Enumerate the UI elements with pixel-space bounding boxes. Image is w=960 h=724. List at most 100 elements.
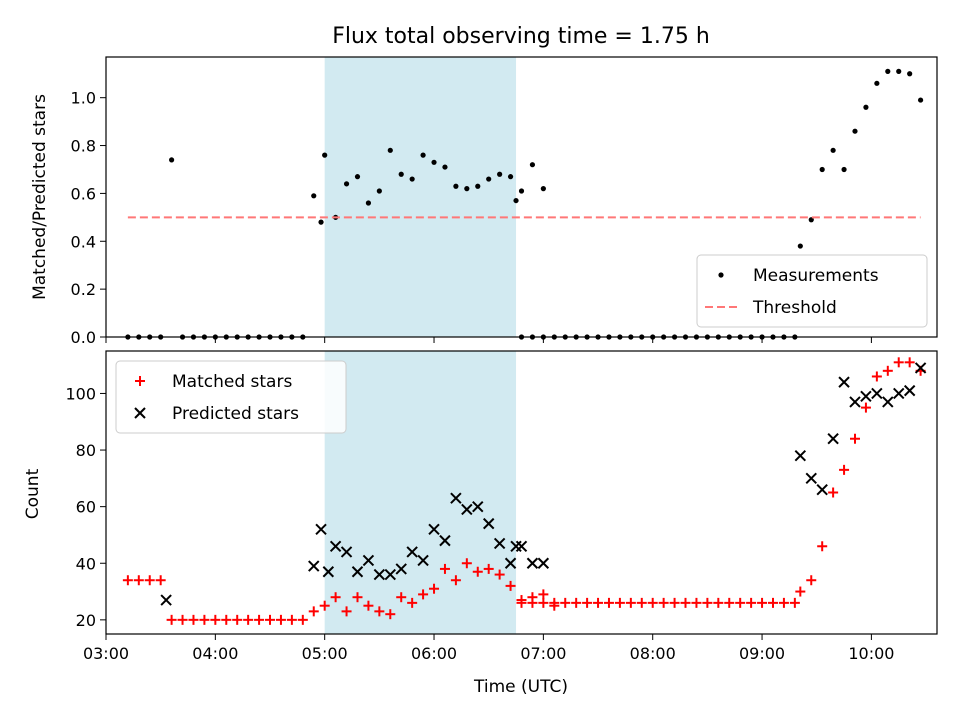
matched-stars-point xyxy=(680,597,691,608)
matched-stars-point xyxy=(538,597,549,608)
matched-stars-point xyxy=(571,597,582,608)
y-tick-label: 1.0 xyxy=(71,89,96,108)
predicted-stars-point xyxy=(308,560,320,572)
y-tick-label: 0.4 xyxy=(71,232,96,251)
measurements-point xyxy=(841,166,847,173)
matched-stars-point xyxy=(330,592,341,603)
matched-stars-point xyxy=(472,566,483,577)
x-tick-label: 06:00 xyxy=(411,644,457,663)
measurements-point xyxy=(398,171,404,177)
predicted-stars-point xyxy=(493,537,506,550)
legend-box xyxy=(696,254,928,328)
plot-frame xyxy=(105,56,938,338)
predicted-stars-point xyxy=(871,387,883,400)
matched-stars-point xyxy=(871,371,882,382)
matched-stars-point xyxy=(232,614,243,625)
matched-stars-point xyxy=(374,606,385,617)
measurements-point xyxy=(311,193,317,199)
measurements-point xyxy=(513,197,519,204)
predicted-stars-point xyxy=(322,566,335,578)
predicted-stars-point xyxy=(526,557,539,569)
predicted-stars-point xyxy=(450,492,462,504)
matched-stars-point xyxy=(893,357,904,368)
matched-stars-point xyxy=(133,575,144,586)
matched-stars-point xyxy=(789,597,800,608)
predicted-stars-point xyxy=(373,568,386,581)
measurements-point xyxy=(885,68,891,74)
measurements-point xyxy=(797,243,803,249)
measurements-point xyxy=(852,128,858,134)
matched-stars-point xyxy=(614,597,625,608)
predicted-stars-point xyxy=(860,390,872,402)
matched-stars-point xyxy=(658,597,669,608)
legends: Measurements Threshold Matched stars Predic… xyxy=(115,254,928,434)
matched-stars-point xyxy=(265,614,276,625)
predicted-stars-point xyxy=(160,594,172,606)
predicted-stars-point xyxy=(882,396,894,408)
matched-stars-point xyxy=(352,592,363,603)
matched-stars-point xyxy=(385,609,396,620)
plot-frame xyxy=(105,350,938,635)
x-tick-label: 04:00 xyxy=(192,644,238,663)
legend-swatch xyxy=(718,272,724,278)
matched-stars-point xyxy=(904,357,915,368)
x-tick-label: 03:00 xyxy=(83,644,129,663)
chart-axes: 0.0 0.2 0.4 0.6 0.8 1.0 20 40 60 80 100 03:00 04:00 0… xyxy=(65,56,938,663)
legend-swatch xyxy=(134,407,146,419)
predicted-stars-point xyxy=(805,472,817,485)
matched-stars-point xyxy=(549,597,560,608)
measurements-point xyxy=(387,147,393,153)
x-axis-label: Time (UTC) xyxy=(473,677,568,697)
y-tick-label: 80 xyxy=(76,441,96,460)
y-tick-label: 0.0 xyxy=(71,328,96,347)
matched-stars-point xyxy=(275,614,286,625)
x-tick-label: 05:00 xyxy=(302,644,348,663)
matched-stars-point xyxy=(122,575,133,586)
matched-stars-point xyxy=(849,433,860,444)
predicted-stars-point xyxy=(395,563,407,575)
predicted-stars-point xyxy=(406,546,418,558)
measurements-point xyxy=(420,152,426,158)
matched-stars-point xyxy=(538,589,549,600)
matched-stars-point xyxy=(483,563,494,574)
matched-stars-point xyxy=(625,597,636,608)
measurements-point xyxy=(464,186,470,192)
measurements-point xyxy=(365,200,372,206)
matched-stars-point xyxy=(286,614,297,625)
matched-stars-point xyxy=(828,487,839,498)
y-tick-label: 20 xyxy=(76,611,96,630)
predicted-stars-point xyxy=(472,500,484,513)
measurements-point xyxy=(453,183,459,189)
matched-stars-point xyxy=(593,597,604,608)
matched-stars-point xyxy=(396,592,407,603)
measurements-point xyxy=(907,71,913,77)
matched-stars-point xyxy=(308,606,319,617)
predicted-stars-point xyxy=(461,503,473,516)
predicted-stars-point xyxy=(482,517,495,530)
legend-label: Matched stars xyxy=(172,372,292,392)
matched-stars-point xyxy=(450,575,461,586)
matched-stars-point xyxy=(177,614,188,625)
predicted-stars-point xyxy=(849,396,861,408)
predicted-stars-point xyxy=(903,384,916,397)
x-tick-label: 09:00 xyxy=(739,644,785,663)
matched-stars-point xyxy=(713,597,724,608)
matched-stars-point xyxy=(691,597,702,608)
matched-stars-point xyxy=(494,569,505,580)
matched-stars-point xyxy=(882,365,893,376)
measurements-point xyxy=(431,159,437,165)
matched-stars-point xyxy=(461,558,472,569)
predicted-stars-point xyxy=(515,540,528,552)
matched-stars-point xyxy=(669,597,680,608)
highlight-bands xyxy=(324,57,517,634)
predicted-stars-point xyxy=(893,387,905,400)
x-tick-label: 07:00 xyxy=(520,644,566,663)
matched-stars-point xyxy=(735,597,746,608)
matched-stars-point xyxy=(155,575,166,586)
predicted-stars-point xyxy=(794,450,807,462)
y-tick-label: 100 xyxy=(65,384,96,403)
predicted-stars-point xyxy=(504,557,517,569)
measurements-point xyxy=(318,219,324,225)
predicted-stars-point xyxy=(362,554,375,567)
